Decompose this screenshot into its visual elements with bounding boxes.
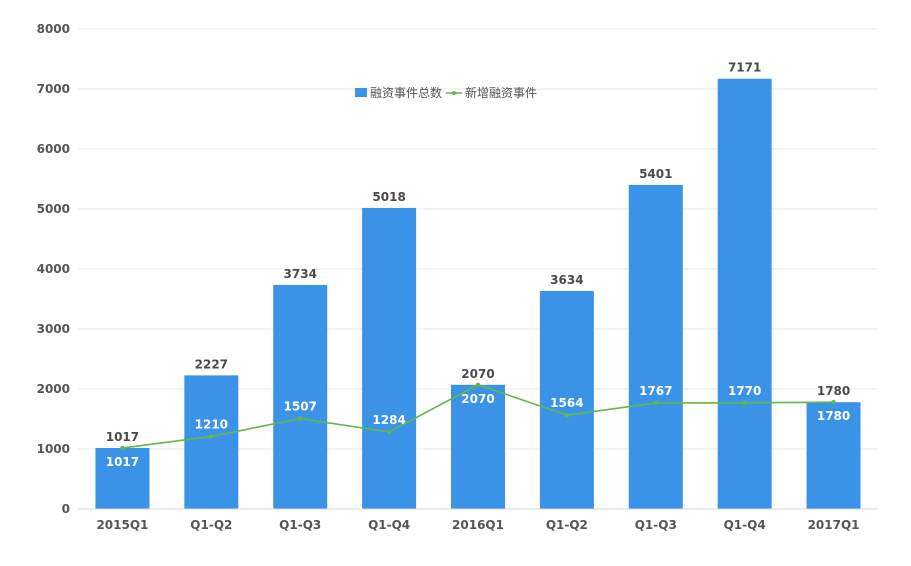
- y-tick-label: 6000: [37, 142, 70, 156]
- y-tick-label: 0: [62, 502, 70, 516]
- x-tick-label: Q1-Q4: [368, 518, 410, 532]
- x-tick-label: Q1-Q3: [635, 518, 677, 532]
- y-tick-label: 4000: [37, 262, 70, 276]
- line-point: [120, 445, 125, 451]
- line-point: [564, 412, 570, 418]
- bar-value-label: 1017: [106, 430, 139, 444]
- bar-value-label: 2070: [461, 367, 494, 381]
- x-tick-label: Q1-Q4: [724, 518, 766, 532]
- line-value-label: 2070: [461, 392, 494, 406]
- x-tick-label: 2016Q1: [452, 518, 504, 532]
- x-tick-label: Q1-Q2: [190, 518, 232, 532]
- y-tick-label: 5000: [37, 202, 70, 216]
- bars: [95, 78, 861, 510]
- line-point: [831, 400, 836, 405]
- bar: [95, 447, 150, 509]
- data-labels: 1017 2227 3734 5018 2070 3634 5401 7171 1780 1017…: [106, 61, 851, 469]
- line-value-label: 1507: [284, 400, 317, 414]
- line-point: [653, 400, 658, 406]
- line-point: [298, 416, 303, 421]
- legend-label-line: 新增融资事件: [465, 85, 537, 100]
- x-tick-label: Q1-Q2: [546, 518, 588, 532]
- y-tick-label: 2000: [37, 382, 70, 396]
- axes: 0 1000 2000 3000 4000 5000 6000 7000 8000 2015Q1 Q…: [37, 22, 878, 532]
- line-value-label: 1284: [372, 413, 405, 427]
- bar-value-label: 7171: [728, 61, 761, 75]
- bar-value-label: 2227: [195, 357, 228, 371]
- bar: [273, 284, 328, 509]
- bar: [806, 402, 861, 509]
- bar-value-label: 3734: [284, 267, 317, 281]
- x-tick-label: 2017Q1: [808, 518, 860, 532]
- bar-value-label: 3634: [550, 273, 583, 287]
- line-point: [209, 434, 214, 439]
- y-tick-label: 7000: [37, 82, 70, 96]
- x-tick-label: Q1-Q3: [279, 518, 321, 532]
- bar: [717, 78, 772, 510]
- bar: [362, 207, 417, 510]
- legend-label-bar: 融资事件总数: [370, 85, 442, 100]
- bar: [451, 384, 505, 509]
- line-point: [386, 429, 392, 435]
- y-tick-label: 1000: [37, 442, 70, 456]
- bar-value-label: 1780: [817, 384, 850, 398]
- line-value-label: 1210: [195, 417, 228, 431]
- line-value-label: 1780: [817, 409, 850, 423]
- bar: [184, 375, 239, 509]
- line-point: [742, 400, 747, 405]
- legend-swatch-line-marker: [452, 91, 456, 95]
- line-value-label: 1767: [639, 384, 672, 398]
- line-value-label: 1770: [728, 384, 761, 398]
- bar-value-label: 5018: [372, 190, 405, 204]
- line-point: [475, 382, 481, 387]
- bar: [628, 184, 683, 509]
- x-tick-label: 2015Q1: [96, 518, 148, 532]
- legend-swatch-bar: [355, 88, 367, 97]
- legend: 融资事件总数 新增融资事件: [355, 85, 537, 100]
- line-value-label: 1017: [106, 455, 139, 469]
- y-tick-label: 3000: [37, 322, 70, 336]
- line-series: [120, 382, 836, 451]
- y-tick-label: 8000: [37, 22, 70, 36]
- line-value-label: 1564: [550, 396, 583, 410]
- bar: [539, 290, 594, 509]
- bar-value-label: 5401: [639, 167, 672, 181]
